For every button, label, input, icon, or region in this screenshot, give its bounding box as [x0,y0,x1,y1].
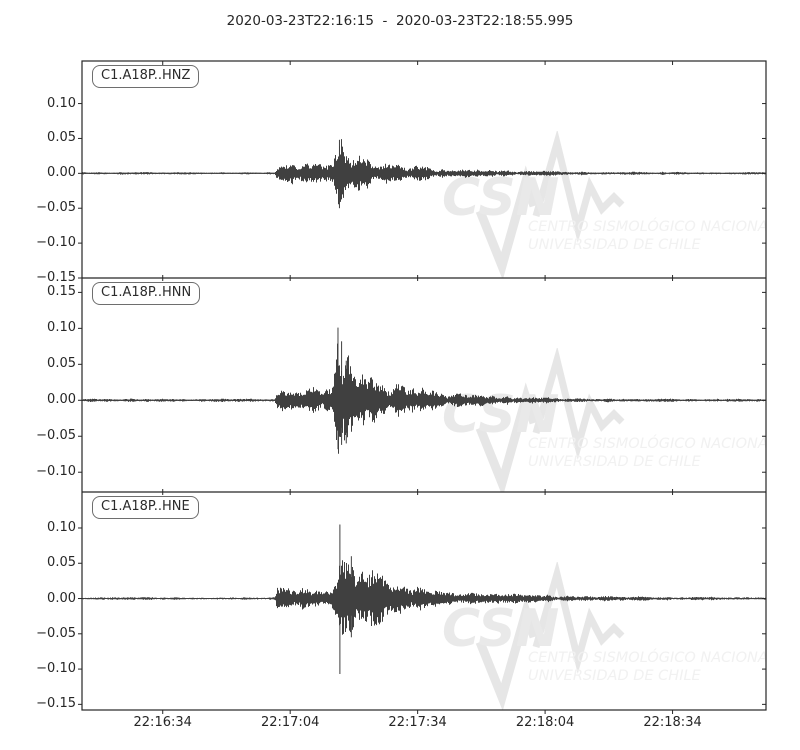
waveform-hnz [82,139,766,209]
y-tick-label: −0.15 [36,696,76,712]
x-tick-label: 22:16:34 [133,715,192,730]
y-tick-label: 0.10 [47,320,76,336]
x-tick-label: 22:18:04 [515,715,575,730]
y-tick-label: −0.10 [36,235,76,251]
y-tick-label: 0.05 [47,356,76,372]
y-tick-label: 0.15 [47,284,76,300]
y-tick-label: 0.05 [47,130,76,146]
y-tick-label: −0.05 [36,200,76,216]
y-tick-label: −0.10 [36,464,76,480]
trace-path [82,343,766,454]
y-tick-label: 0.00 [47,392,76,408]
x-tick-label: 22:17:34 [388,715,447,730]
waveform-hnn [82,327,766,454]
trace-path [82,139,766,205]
waveform-hne [82,524,766,674]
station-label-text: C1.A18P..HNN [101,285,192,300]
station-label-hnz: C1.A18P..HNZ [92,65,200,88]
station-label-text: C1.A18P..HNE [101,499,190,514]
station-label-hne: C1.A18P..HNE [92,496,199,519]
station-label-hnn: C1.A18P..HNN [92,282,201,305]
plot-title: 2020-03-23T22:16:15 - 2020-03-23T22:18:5… [226,13,574,29]
y-tick-label: −0.05 [36,428,76,444]
x-tick-label: 22:17:04 [260,715,320,730]
x-tick-label: 22:18:34 [643,715,702,730]
trace-path [82,560,766,635]
y-tick-label: −0.10 [36,661,76,677]
y-tick-label: 0.00 [47,590,76,606]
y-tick-label: 0.10 [47,519,76,535]
y-tick-label: 0.00 [47,165,76,181]
panel-hnz: CSN CENTRO SISMOLÓGICO NACIONAL UNIVERSI… [82,61,766,278]
panel-hnn: CSN CENTRO SISMOLÓGICO NACIONAL UNIVERSI… [82,278,766,492]
y-tick-label: −0.05 [36,625,76,641]
y-tick-label: −0.15 [36,270,76,285]
y-tick-label: 0.05 [47,555,76,571]
station-label-text: C1.A18P..HNZ [101,68,191,83]
panel-hne: CSN CENTRO SISMOLÓGICO NACIONAL UNIVERSI… [82,492,766,710]
y-tick-label: 0.10 [47,95,76,111]
